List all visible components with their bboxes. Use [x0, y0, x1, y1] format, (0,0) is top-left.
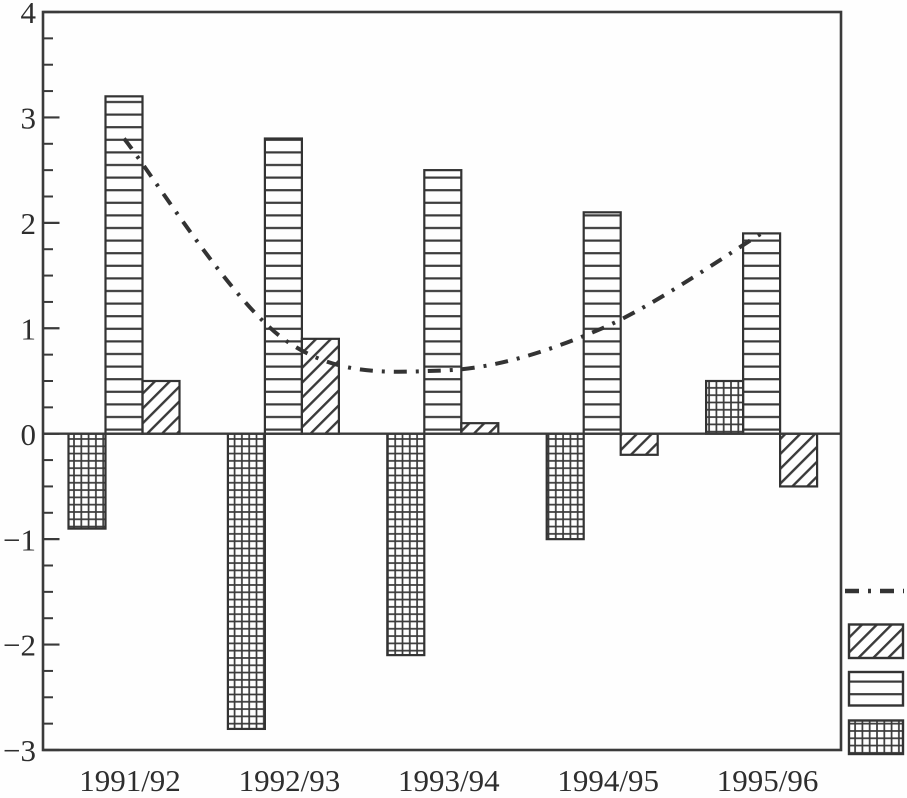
- y-tick-label: −3: [3, 733, 36, 768]
- x-tick-label: 1994/95: [557, 763, 659, 798]
- bar-horizontal-stripes-1993-94: [423, 169, 463, 435]
- x-tick-label: 1992/93: [239, 763, 341, 798]
- dash-dot-trend-line: [122, 137, 763, 374]
- bar-diagonal-hatch-1992-93: [300, 337, 340, 435]
- bar-diagonal-hatch-1991-92: [141, 379, 181, 435]
- bar-horizontal-stripes-1995-96: [741, 232, 782, 435]
- bar-crosshatch-1995-96: [704, 379, 745, 435]
- y-tick-label: 1: [21, 311, 37, 346]
- bar-crosshatch-1993-94: [386, 432, 426, 657]
- bar-horizontal-stripes-1991-92: [104, 95, 144, 435]
- legend-swatch-horizontal-stripes: [847, 670, 905, 707]
- bar-crosshatch-1991-92: [67, 432, 107, 530]
- bar-horizontal-stripes-1994-95: [582, 211, 622, 435]
- bar-crosshatch-1994-95: [545, 432, 585, 541]
- y-tick-label: 2: [21, 206, 37, 241]
- x-tick-label: 1995/96: [717, 763, 819, 798]
- bar-diagonal-hatch-1993-94: [460, 422, 500, 435]
- y-tick-label: −2: [3, 628, 36, 663]
- x-tick-label: 1991/92: [79, 763, 181, 798]
- y-tick-label: 3: [21, 101, 37, 136]
- y-tick-label: −1: [3, 522, 36, 557]
- legend-swatch-diagonal-hatch: [847, 623, 905, 660]
- bar-diagonal-hatch-1994-95: [619, 432, 659, 456]
- y-tick-label: 0: [21, 417, 37, 452]
- bar-crosshatch-1992-93: [226, 432, 266, 731]
- legend-swatch-crosshatch: [847, 719, 905, 756]
- x-tick-label: 1993/94: [398, 763, 500, 798]
- bar-horizontal-stripes-1992-93: [263, 137, 303, 435]
- bar-diagonal-hatch-1995-96: [778, 432, 819, 488]
- y-tick-label: 4: [21, 0, 37, 30]
